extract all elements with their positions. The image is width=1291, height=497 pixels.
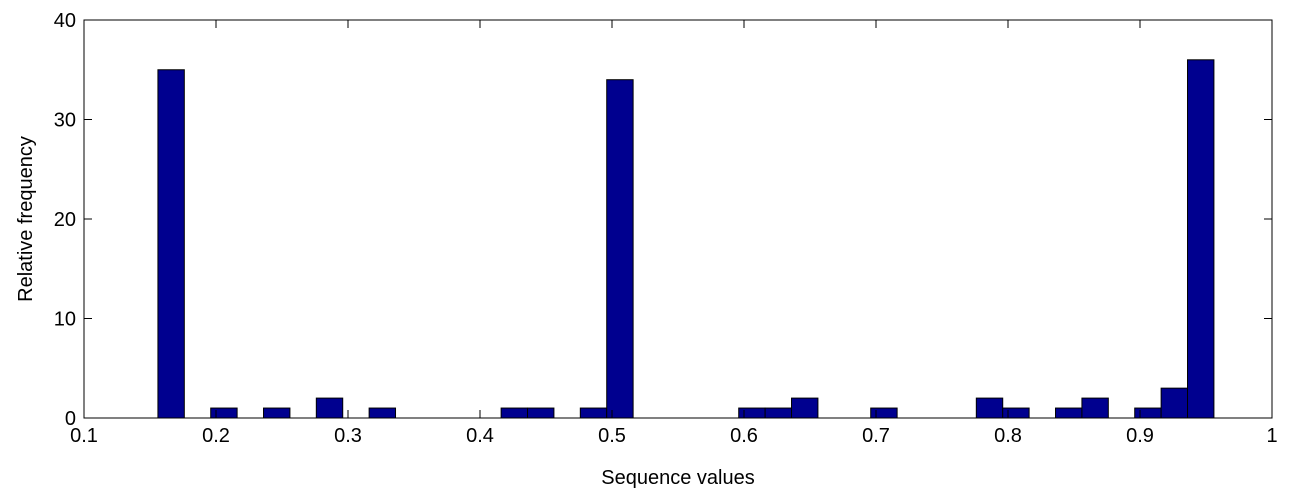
x-tick-label: 1 [1266, 425, 1277, 447]
histogram-bar [791, 397, 819, 419]
x-tick-label: 0.1 [70, 425, 98, 447]
histogram-bar [975, 397, 1004, 419]
y-tick-label: 0 [65, 408, 76, 430]
histogram-bar [263, 407, 291, 419]
plot-frame [83, 19, 1273, 419]
histogram-bar [527, 407, 555, 419]
y-tick-label: 30 [54, 110, 76, 132]
x-tick-label: 0.2 [202, 425, 230, 447]
histogram-bar [579, 407, 608, 419]
bars-layer [157, 59, 1215, 419]
x-tick-label: 0.5 [598, 425, 626, 447]
y-axis-label: Relative frequency [15, 136, 37, 302]
x-tick-label: 0.9 [1126, 425, 1154, 447]
histogram-bar [315, 397, 344, 419]
y-tick-label: 10 [54, 309, 76, 331]
histogram-bar [870, 407, 898, 419]
histogram-bar [157, 69, 185, 419]
x-tick-label: 0.6 [730, 425, 758, 447]
x-tick-label: 0.4 [466, 425, 494, 447]
x-tick-label: 0.7 [862, 425, 890, 447]
histogram-bar [1002, 407, 1030, 419]
histogram-bar [210, 407, 238, 419]
histogram-bar [1134, 407, 1162, 419]
histogram-bar [368, 407, 397, 419]
histogram-bar [1160, 387, 1189, 419]
x-tick-label: 0.8 [994, 425, 1022, 447]
histogram-bar [1055, 407, 1083, 419]
y-tick-label: 20 [54, 209, 76, 231]
histogram-bar [738, 407, 766, 419]
histogram-bar [1187, 59, 1215, 419]
histogram-bar [606, 79, 634, 419]
y-tick-label: 40 [54, 10, 76, 32]
histogram-bar [500, 407, 529, 419]
histogram-bar [764, 407, 793, 419]
x-tick-label: 0.3 [334, 425, 362, 447]
x-axis-label: Sequence values [601, 467, 754, 489]
histogram-bar [1081, 397, 1109, 419]
